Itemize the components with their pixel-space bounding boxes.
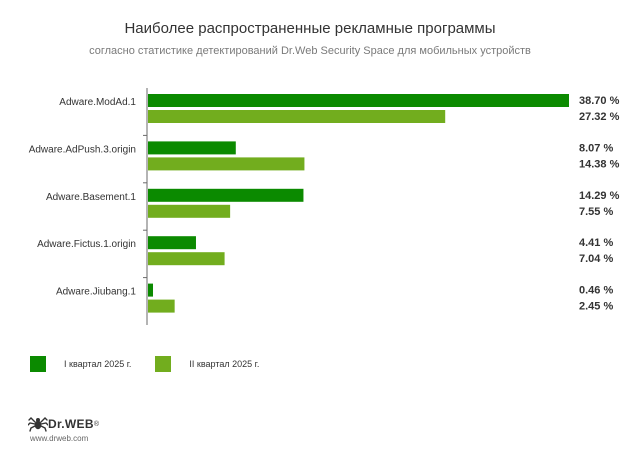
category-label: Adware.ModAd.1 [59,97,136,108]
legend-item-series-1: I квартал 2025 г. [30,356,131,372]
bar-series-1 [148,141,236,155]
bar-series-1 [148,94,569,107]
data-label-series-2: 2.45 % [579,301,613,313]
category-label: Adware.Fictus.1.origin [37,239,136,250]
bar-series-1 [148,188,304,202]
data-label-series-1: 14.29 % [579,190,620,202]
logo-registered-mark: ® [93,420,99,428]
data-label-series-1: 38.70 % [579,95,620,107]
logo-brand-text: Dr.WEB [48,417,94,431]
legend-item-series-2: II квартал 2025 г. [155,356,259,372]
bar-series-2 [148,252,225,266]
category-label: Adware.AdPush.3.origin [29,144,136,155]
legend-swatch-series-1 [30,356,46,372]
bar-series-2 [148,299,175,313]
bar-series-2 [148,157,305,171]
chart-subtitle: согласно статистике детектирований Dr.We… [89,45,531,57]
bar-series-2 [148,110,446,123]
data-label-series-1: 8.07 % [579,142,613,154]
legend: I квартал 2025 г. II квартал 2025 г. [30,354,259,374]
bar-series-2 [148,204,231,218]
data-label-series-1: 0.46 % [579,285,613,297]
logo-url: www.drweb.com [30,434,89,443]
spider-icon [28,417,48,432]
legend-label-series-1: I квартал 2025 г. [64,359,132,369]
bar-series-1 [148,236,196,250]
category-label: Adware.Jiubang.1 [56,287,136,298]
data-label-series-2: 14.38 % [579,158,620,170]
category-label: Adware.Basement.1 [46,192,136,203]
drweb-logo: Dr.WEB ® www.drweb.com [28,416,99,443]
data-label-series-2: 27.32 % [579,111,620,123]
bar-series-1 [148,283,154,297]
data-label-series-1: 4.41 % [579,237,613,249]
legend-swatch-series-2 [155,356,172,372]
data-label-series-2: 7.55 % [579,206,613,218]
chart-title: Наиболее распространенные рекламные прог… [124,20,496,37]
legend-label-series-2: II квартал 2025 г. [189,359,260,369]
data-label-series-2: 7.04 % [579,253,613,265]
